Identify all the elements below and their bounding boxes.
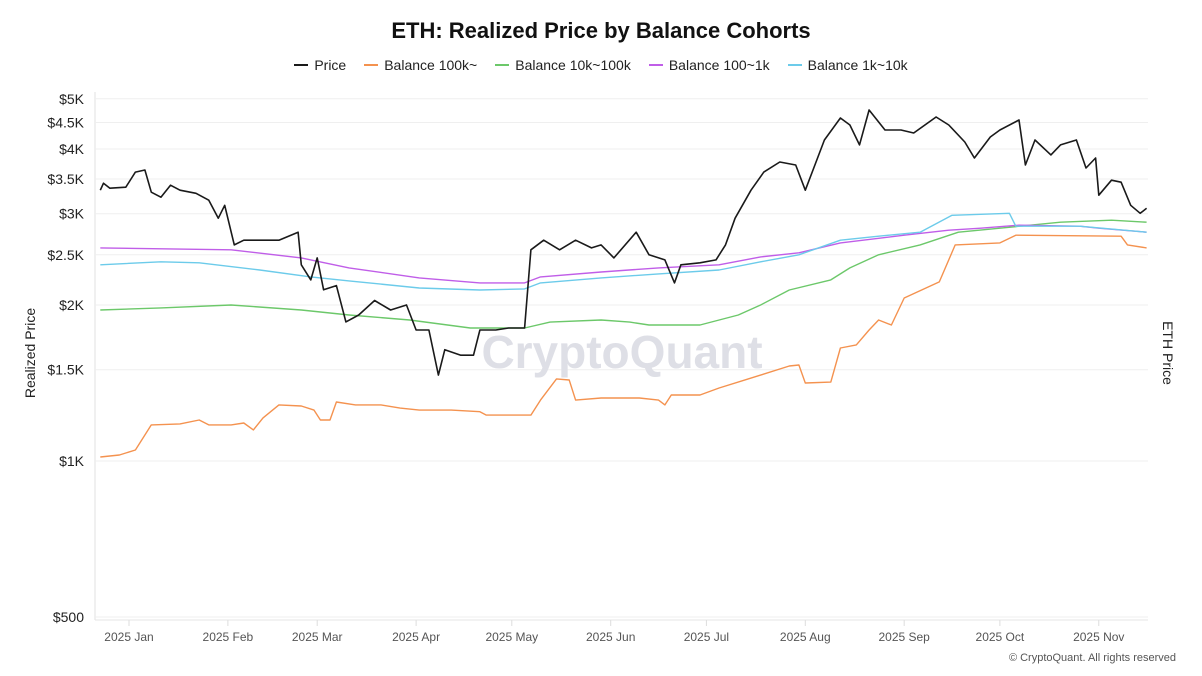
y-tick-label: $1.5K xyxy=(47,362,84,378)
legend-swatch xyxy=(495,64,510,66)
legend: Price Balance 100k~ Balance 10k~100k Bal… xyxy=(0,57,1202,73)
legend-swatch xyxy=(364,64,379,66)
legend-item-price[interactable]: Price xyxy=(294,57,346,73)
y-tick-label: $3.5K xyxy=(47,171,84,187)
x-tick-label: 2025 May xyxy=(485,630,538,644)
x-tick-label: 2025 Aug xyxy=(780,630,831,644)
legend-item-balance-100-1k[interactable]: Balance 100~1k xyxy=(648,57,770,73)
legend-item-balance-1k-10k[interactable]: Balance 1k~10k xyxy=(787,57,908,73)
legend-label: Balance 1k~10k xyxy=(807,57,908,73)
series-line-price xyxy=(99,109,1148,376)
legend-swatch xyxy=(648,64,663,66)
series-line-balance-10k-100k xyxy=(100,219,1147,329)
legend-swatch xyxy=(294,64,309,66)
x-tick-label: 2025 Feb xyxy=(203,630,254,644)
y-tick-label: $1K xyxy=(59,453,85,469)
x-tick-label: 2025 Sep xyxy=(878,630,930,644)
y-tick-label: $2K xyxy=(59,297,85,313)
chart-title: ETH: Realized Price by Balance Cohorts xyxy=(391,18,811,43)
y-tick-label: $2.5K xyxy=(47,247,84,263)
series-line-balance-100-1k xyxy=(100,224,1147,284)
x-tick-label: 2025 Oct xyxy=(976,630,1025,644)
legend-label: Price xyxy=(314,57,347,73)
x-tick-label: 2025 Jul xyxy=(684,630,729,644)
y-axis-label-right: ETH Price xyxy=(1160,321,1176,385)
y-tick-label: $3K xyxy=(59,206,85,222)
x-tick-label: 2025 Apr xyxy=(392,630,440,644)
legend-item-balance-100k[interactable]: Balance 100k~ xyxy=(364,57,477,73)
copyright-text: © CryptoQuant. All rights reserved xyxy=(1008,652,1176,664)
legend-swatch xyxy=(787,64,802,66)
legend-label: Balance 10k~100k xyxy=(515,57,631,73)
x-tick-label: 2025 Jun xyxy=(586,630,635,644)
y-tick-label: $4K xyxy=(59,141,85,157)
x-tick-label: 2025 Nov xyxy=(1073,630,1124,644)
y-tick-label: $4.5K xyxy=(47,114,84,130)
legend-item-balance-10k-100k[interactable]: Balance 10k~100k xyxy=(495,57,631,73)
x-tick-label: 2025 Jan xyxy=(104,630,153,644)
y-tick-label: $500 xyxy=(53,609,84,625)
legend-label: Balance 100~1k xyxy=(668,57,770,73)
series-line-balance-1k-10k xyxy=(100,212,1147,291)
x-tick-label: 2025 Mar xyxy=(292,630,343,644)
watermark-logo: CryptoQuant xyxy=(481,326,762,378)
series-line-balance-100k xyxy=(100,234,1147,458)
legend-label: Balance 100k~ xyxy=(384,57,478,73)
y-axis-label-left: Realized Price xyxy=(22,307,38,399)
y-tick-label: $5K xyxy=(59,91,85,107)
